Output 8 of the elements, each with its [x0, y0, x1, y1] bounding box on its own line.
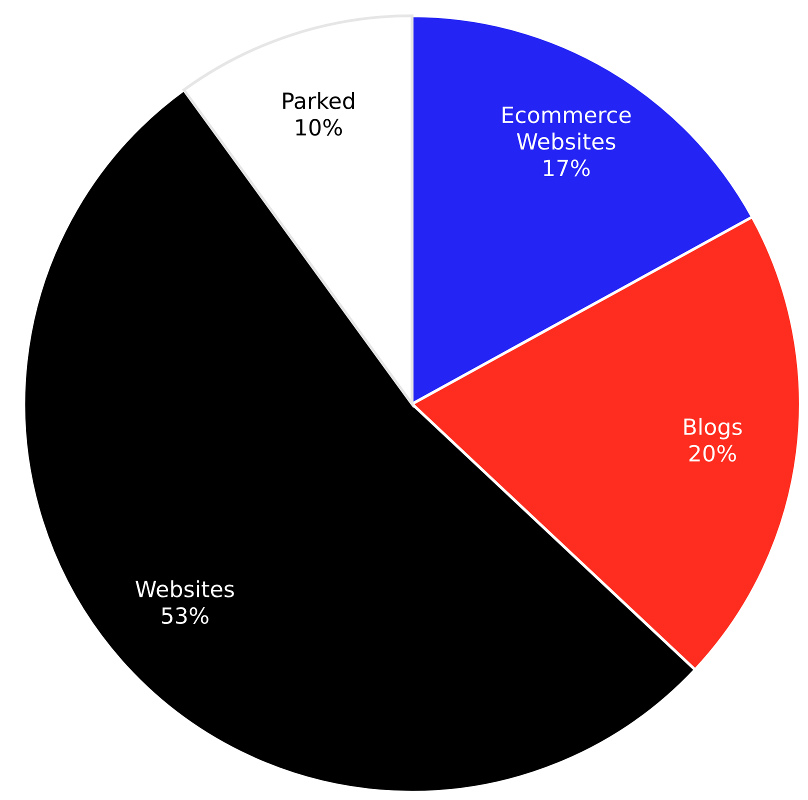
- data-label: 20%: [689, 444, 736, 462]
- slice-label: Parked: [283, 92, 354, 110]
- data-label: 53%: [162, 607, 208, 624]
- slice-label: Ecommerce Websites: [502, 106, 631, 150]
- data-label: 17%: [544, 160, 590, 176]
- data-label: 10%: [296, 118, 342, 136]
- slice-label: Blogs: [684, 418, 742, 440]
- slice-label: Websites: [136, 580, 234, 598]
